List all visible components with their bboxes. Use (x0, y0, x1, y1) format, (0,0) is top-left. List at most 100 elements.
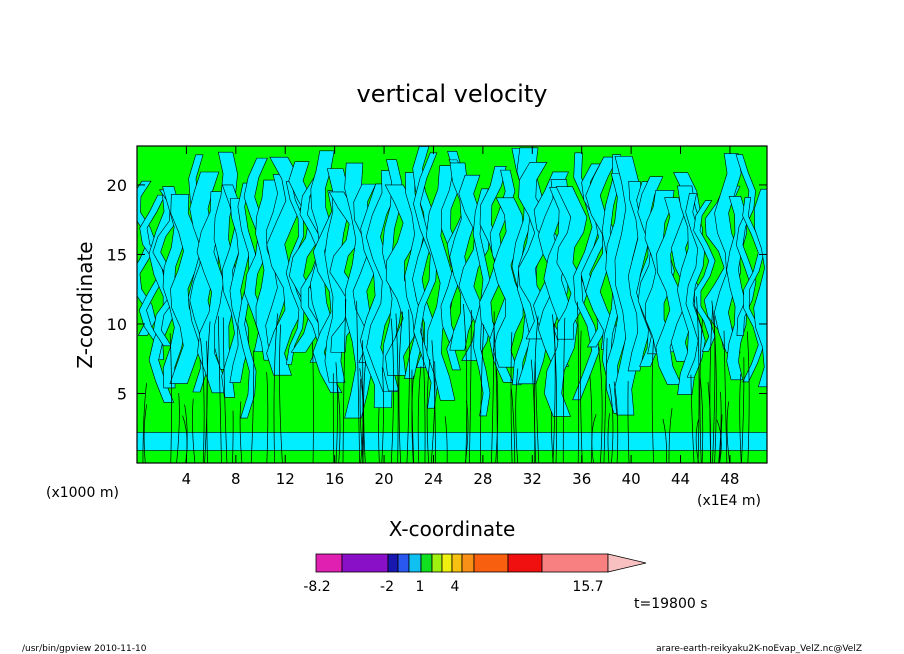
time-label: t=19800 s (634, 596, 708, 612)
y-axis: 5 10 15 20 (107, 176, 767, 403)
colorbar-segment (473, 553, 509, 573)
plume-contour (709, 306, 714, 463)
plume-contour (176, 392, 180, 463)
updraft-streak (479, 166, 507, 361)
plume-contour (726, 401, 731, 463)
plume-contour (192, 398, 196, 463)
x-axis-label: X-coordinate (389, 517, 516, 541)
y-tick-label: 5 (117, 384, 127, 403)
plume-contour (562, 317, 566, 463)
plume-contour (206, 321, 211, 463)
plume-contour (608, 383, 614, 463)
colorbar-tick-label: -8.2 (303, 579, 330, 595)
plume-contour (597, 346, 603, 463)
plume-contour (723, 330, 728, 463)
plume-contour (746, 331, 750, 463)
plume-contour (266, 371, 269, 463)
plume-contour (463, 304, 468, 463)
plume-contour (332, 373, 335, 463)
plume-contour (739, 373, 742, 463)
plume-contour (493, 322, 498, 463)
plume-contour (552, 314, 558, 463)
plume-contour (222, 317, 228, 463)
colorbar-labels: -8.2 -2 1 4 15.7 (303, 579, 603, 595)
updraft-streak (137, 180, 157, 336)
colorbar-segment (420, 553, 433, 573)
plume-contour (169, 333, 172, 463)
plume-contour (741, 357, 745, 463)
x-tick-label: 16 (325, 470, 344, 488)
plume-contour (613, 381, 619, 463)
plume-contour (552, 323, 556, 463)
x-tick-label: 32 (523, 470, 542, 488)
plume-contour (398, 311, 404, 463)
plume-contour (406, 309, 410, 463)
plume-contour (607, 413, 610, 463)
y-axis-label: Z-coordinate (73, 241, 97, 368)
x-tick-label: 4 (182, 470, 192, 488)
colorbar-segment (441, 553, 453, 573)
plume-contour (142, 382, 147, 463)
x-tick-label: 36 (572, 470, 591, 488)
plume-contour (534, 361, 540, 463)
colorbar-arrow (607, 553, 647, 573)
colorbar-segment (431, 553, 443, 573)
plume-contour (495, 369, 499, 463)
updraft-streak (735, 154, 757, 336)
plume-contour (381, 367, 384, 463)
plume-contour (430, 361, 436, 463)
plume-contour (200, 338, 205, 463)
plume-contour (356, 300, 361, 463)
plot-frame (136, 145, 768, 464)
x-tick-label: 20 (375, 470, 394, 488)
x-tick-label: 8 (231, 470, 241, 488)
updraft-streak (713, 153, 742, 353)
plume-contour (699, 376, 704, 463)
plume-contour (662, 418, 667, 463)
plume-contour (232, 410, 234, 463)
colorbar-tick-label: 4 (451, 579, 460, 595)
x-tick-label: 44 (671, 470, 690, 488)
x-unit-right: (x1E4 m) (697, 493, 761, 509)
plume-contour (378, 407, 380, 463)
y-tick-label: 15 (107, 245, 127, 264)
plume-contour (335, 362, 338, 463)
colorbar-segment (507, 553, 543, 573)
plume-contour (273, 313, 278, 463)
plume-contour (603, 337, 608, 463)
plume-contour (359, 368, 365, 463)
plume-contour (336, 382, 341, 463)
updraft-streak (492, 197, 525, 368)
chart-title: vertical velocity (357, 80, 548, 108)
colorbar (315, 553, 647, 573)
velocity-field (137, 146, 767, 463)
updraft-streak (753, 188, 767, 388)
plume-contour (712, 316, 716, 463)
plume-contour (239, 401, 243, 463)
plume-contour (279, 324, 283, 463)
plume-contour (534, 316, 539, 463)
plume-contour (627, 381, 630, 463)
colorbar-tick-label: 1 (416, 579, 425, 595)
x-unit-left: (x1000 m) (46, 485, 119, 501)
y-tick-label: 10 (107, 315, 127, 334)
x-tick-label: 48 (720, 470, 739, 488)
plume-contour (411, 375, 414, 463)
plume-contour (417, 366, 422, 463)
plume-contour (444, 416, 448, 463)
x-tick-label: 40 (622, 470, 641, 488)
plume-contour (668, 408, 673, 463)
updraft-streak (693, 200, 716, 352)
colorbar-segment (315, 553, 343, 573)
x-axis: 4 8 12 16 20 24 28 32 36 40 44 48 (182, 146, 739, 488)
plume-contour (217, 316, 222, 463)
x-tick-label: 12 (276, 470, 295, 488)
plume-contour (421, 328, 426, 463)
plume-contour (699, 319, 703, 463)
colorbar-segment (387, 553, 399, 573)
plume-contour (511, 388, 516, 463)
plume-contour (479, 324, 485, 463)
plume-contour (465, 400, 469, 463)
plume-contour (250, 350, 255, 463)
